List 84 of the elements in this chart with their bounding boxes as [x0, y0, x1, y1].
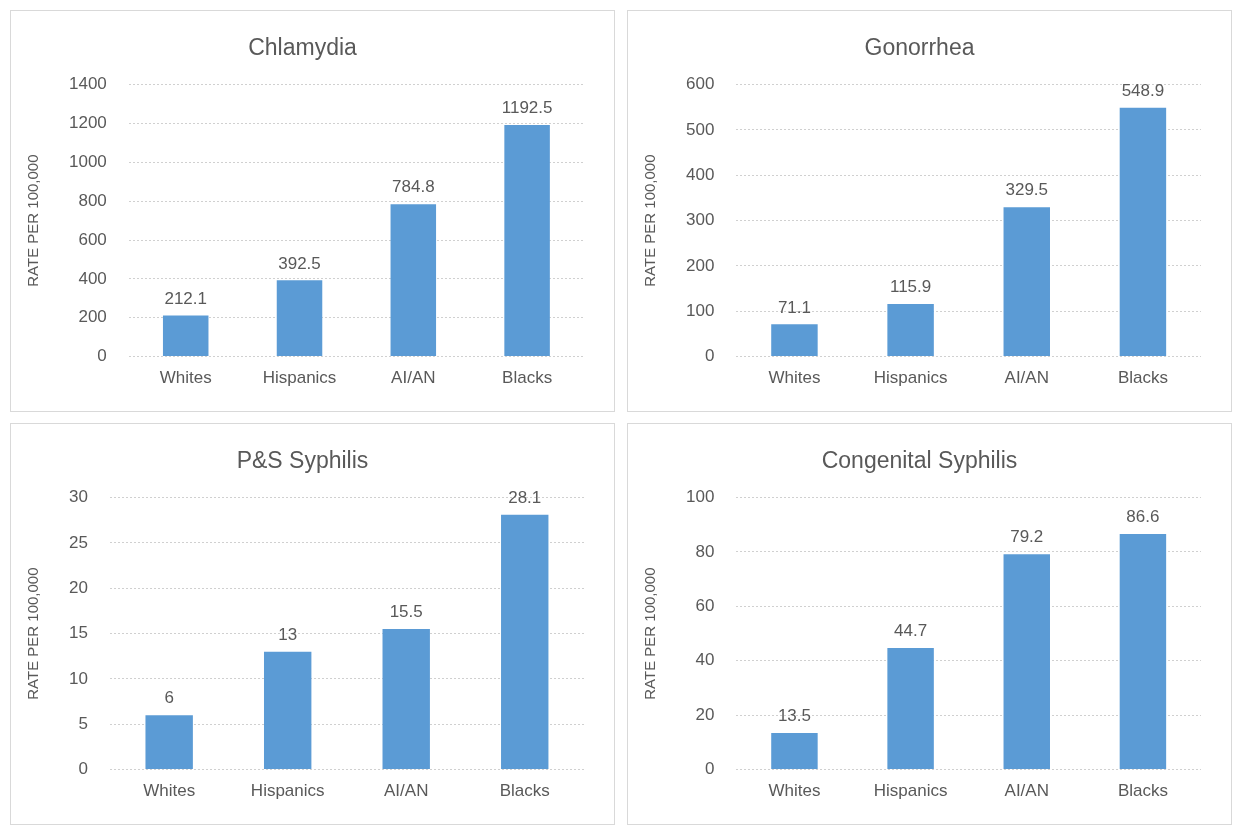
data-label: 212.1 — [164, 288, 207, 308]
y-tick-label: 600 — [78, 229, 107, 249]
y-axis-title: RATE PER 100,000 — [641, 154, 659, 287]
bar — [1003, 207, 1050, 357]
y-tick-label: 30 — [68, 487, 88, 507]
x-tick-label: Whites — [768, 368, 821, 388]
bar — [1119, 107, 1167, 357]
x-tick-label: Blacks — [1117, 781, 1168, 801]
data-label: 115.9 — [889, 277, 932, 297]
bar — [887, 648, 934, 770]
bar — [145, 715, 193, 770]
x-tick-label: AI/AN — [384, 781, 429, 801]
x-tick-label: Hispanics — [873, 368, 948, 388]
y-tick-label: 300 — [685, 210, 715, 230]
bar — [771, 324, 818, 357]
x-tick-label: AI/AN — [391, 368, 436, 388]
y-tick-label: 0 — [704, 759, 715, 779]
y-tick-label: 60 — [695, 596, 715, 616]
y-tick-label: 800 — [78, 190, 107, 210]
y-tick-label: 40 — [695, 650, 715, 670]
x-tick-label: AI/AN — [1004, 781, 1049, 801]
data-label: 6 — [164, 688, 174, 708]
x-tick-label: Whites — [159, 368, 212, 388]
chart-title: Chlamydia — [248, 34, 358, 61]
y-tick-label: 100 — [685, 300, 715, 320]
data-label: 79.2 — [1010, 527, 1044, 547]
x-tick-label: AI/AN — [1004, 368, 1049, 388]
bar — [263, 651, 312, 770]
y-axis-title: RATE PER 100,000 — [641, 567, 659, 700]
data-label: 71.1 — [777, 297, 811, 317]
bar — [887, 304, 934, 357]
y-tick-label: 500 — [685, 119, 715, 139]
data-label: 86.6 — [1126, 507, 1160, 527]
y-axis-title: RATE PER 100,000 — [24, 154, 42, 287]
y-tick-label: 20 — [695, 704, 715, 724]
y-tick-label: 200 — [685, 255, 715, 275]
chart-title: Gonorrhea — [864, 34, 975, 61]
y-tick-label: 200 — [78, 307, 107, 327]
y-tick-label: 0 — [97, 346, 107, 366]
x-tick-label: Hispanics — [873, 781, 948, 801]
bar — [1119, 534, 1167, 770]
y-axis-title: RATE PER 100,000 — [24, 567, 42, 700]
y-tick-label: 100 — [685, 487, 715, 507]
y-tick-label: 5 — [78, 713, 88, 733]
data-label: 784.8 — [392, 177, 435, 197]
data-label: 548.9 — [1121, 80, 1165, 100]
data-label: 28.1 — [508, 488, 542, 508]
x-tick-label: Blacks — [502, 368, 553, 388]
y-tick-label: 0 — [704, 346, 715, 366]
y-tick-label: 25 — [68, 532, 88, 552]
y-tick-label: 0 — [78, 759, 88, 779]
x-tick-label: Hispanics — [262, 368, 337, 388]
y-tick-label: 10 — [68, 668, 88, 688]
bar — [276, 280, 323, 357]
y-tick-label: 1200 — [68, 113, 107, 133]
y-tick-label: 600 — [685, 74, 715, 94]
data-label: 13 — [278, 624, 298, 644]
y-tick-label: 15 — [68, 623, 88, 643]
data-label: 329.5 — [1005, 180, 1049, 200]
data-label: 44.7 — [894, 621, 928, 641]
bar — [501, 514, 549, 770]
x-tick-label: Blacks — [1117, 368, 1168, 388]
y-tick-label: 1000 — [68, 152, 107, 171]
x-tick-label: Whites — [768, 781, 821, 801]
y-tick-label: 400 — [685, 164, 715, 184]
data-label: 15.5 — [389, 602, 423, 622]
data-label: 392.5 — [278, 253, 321, 273]
data-label: 1192.5 — [501, 98, 553, 118]
bar — [771, 732, 818, 770]
bar — [504, 124, 550, 357]
data-label: 13.5 — [777, 706, 811, 726]
x-tick-label: Blacks — [499, 781, 550, 801]
bar — [390, 204, 437, 357]
bar — [382, 629, 430, 770]
y-tick-label: 1400 — [68, 74, 107, 94]
y-tick-label: 400 — [78, 268, 107, 288]
x-tick-label: Hispanics — [250, 781, 325, 801]
x-tick-label: Whites — [143, 781, 196, 801]
bar — [1003, 554, 1050, 770]
chart-title: Congenital Syphilis — [821, 447, 1018, 474]
bar — [162, 315, 209, 357]
y-tick-label: 80 — [695, 541, 715, 561]
y-tick-label: 20 — [68, 577, 88, 597]
chart-title: P&S Syphilis — [236, 447, 369, 474]
